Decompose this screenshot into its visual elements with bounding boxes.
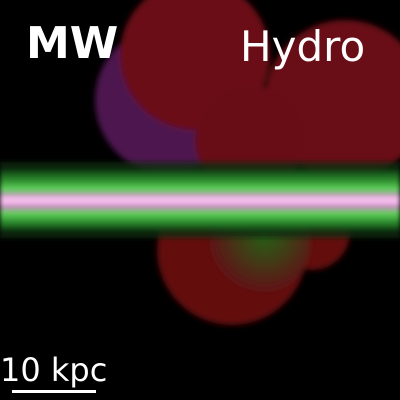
simulation-type-label: Hydro <box>240 22 366 71</box>
scale-bar-line <box>12 390 96 393</box>
galactic-disk <box>0 162 400 238</box>
upper-gas-bubbles <box>95 0 400 195</box>
scale-bar-label: 10 kpc <box>0 351 108 389</box>
disk-midplane <box>0 196 400 204</box>
galaxy-label: MW <box>26 18 119 69</box>
scale-bar: 10 kpc <box>0 354 120 394</box>
